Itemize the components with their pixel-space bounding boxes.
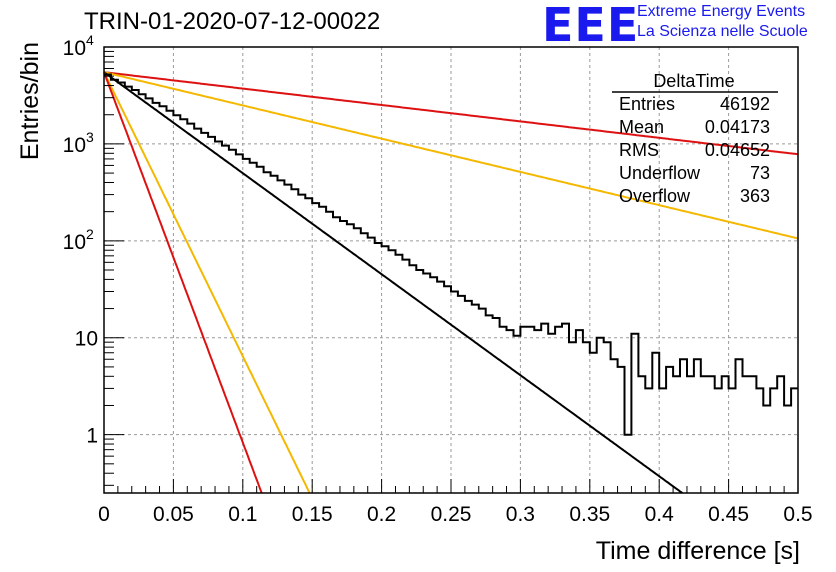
x-tick-label: 0.4: [645, 503, 675, 526]
y-tick-exponent: 2: [86, 226, 94, 242]
logo-caption-line2: La Scienza nelle Scuole: [637, 23, 808, 40]
y-tick-label: 10: [75, 328, 98, 351]
eee-logo: EEE: [542, 0, 640, 52]
histogram-title: TRIN-01-2020-07-12-00022: [84, 8, 381, 35]
fit-curve: [103, 71, 263, 494]
y-axis-title: Entries/bin: [16, 42, 44, 160]
x-tick-label: 0: [98, 503, 110, 526]
y-tick-exponent: 4: [86, 32, 94, 48]
fit-curve: [103, 71, 799, 156]
x-axis-title: Time difference [s]: [596, 537, 800, 565]
x-tick-label: 0.45: [708, 503, 749, 526]
x-axis-ticks: 0 0.05 0.1 0.15 0.2 0.25 0.3 0.35 0.4 0.45 0.5: [98, 479, 813, 526]
stats-row-label: Overflow: [619, 186, 691, 206]
histogram-steps: [104, 73, 798, 436]
stats-row-label: Underflow: [619, 163, 701, 183]
x-tick-label: 0.2: [367, 503, 396, 526]
x-tick-label: 0.25: [431, 503, 472, 526]
x-tick-label: 0.05: [153, 503, 194, 526]
stats-rows: Entries 46192 Mean 0.04173 RMS 0.04652Underfl…: [619, 94, 770, 206]
fit-curve: [103, 71, 799, 240]
histogram-series: [104, 73, 798, 436]
x-tick-label: 0.3: [506, 503, 535, 526]
stats-row-value: 73: [750, 163, 770, 183]
stats-row-value: 0.04173: [705, 117, 770, 137]
fit-curve: [103, 71, 683, 494]
stats-row-value: 46192: [720, 94, 770, 114]
stats-row-label: Entries: [619, 94, 675, 114]
x-tick-label: 0.15: [292, 503, 333, 526]
stats-histogram-name: DeltaTime: [653, 71, 734, 91]
logo-caption-line1: Extreme Energy Events: [637, 3, 806, 20]
stats-row-label: Mean: [619, 117, 664, 137]
stats-row-value: 0.04652: [705, 140, 770, 160]
stats-box: DeltaTime Entries 46192 Mean 0.04173 RMS 0.04…: [612, 71, 778, 206]
y-tick-label: 10: [63, 37, 86, 60]
y-tick-label: 1: [86, 425, 98, 448]
fit-curve: [103, 71, 311, 494]
x-tick-label: 0.1: [228, 503, 257, 526]
stats-row-value: 363: [740, 186, 770, 206]
x-tick-label: 0.35: [569, 503, 610, 526]
y-tick-label: 10: [63, 134, 86, 157]
fit-curves: [103, 71, 799, 494]
y-tick-exponent: 3: [86, 129, 94, 145]
stats-row-label: RMS: [619, 140, 659, 160]
x-tick-label: 0.5: [783, 503, 812, 526]
y-tick-label: 10: [63, 231, 86, 254]
